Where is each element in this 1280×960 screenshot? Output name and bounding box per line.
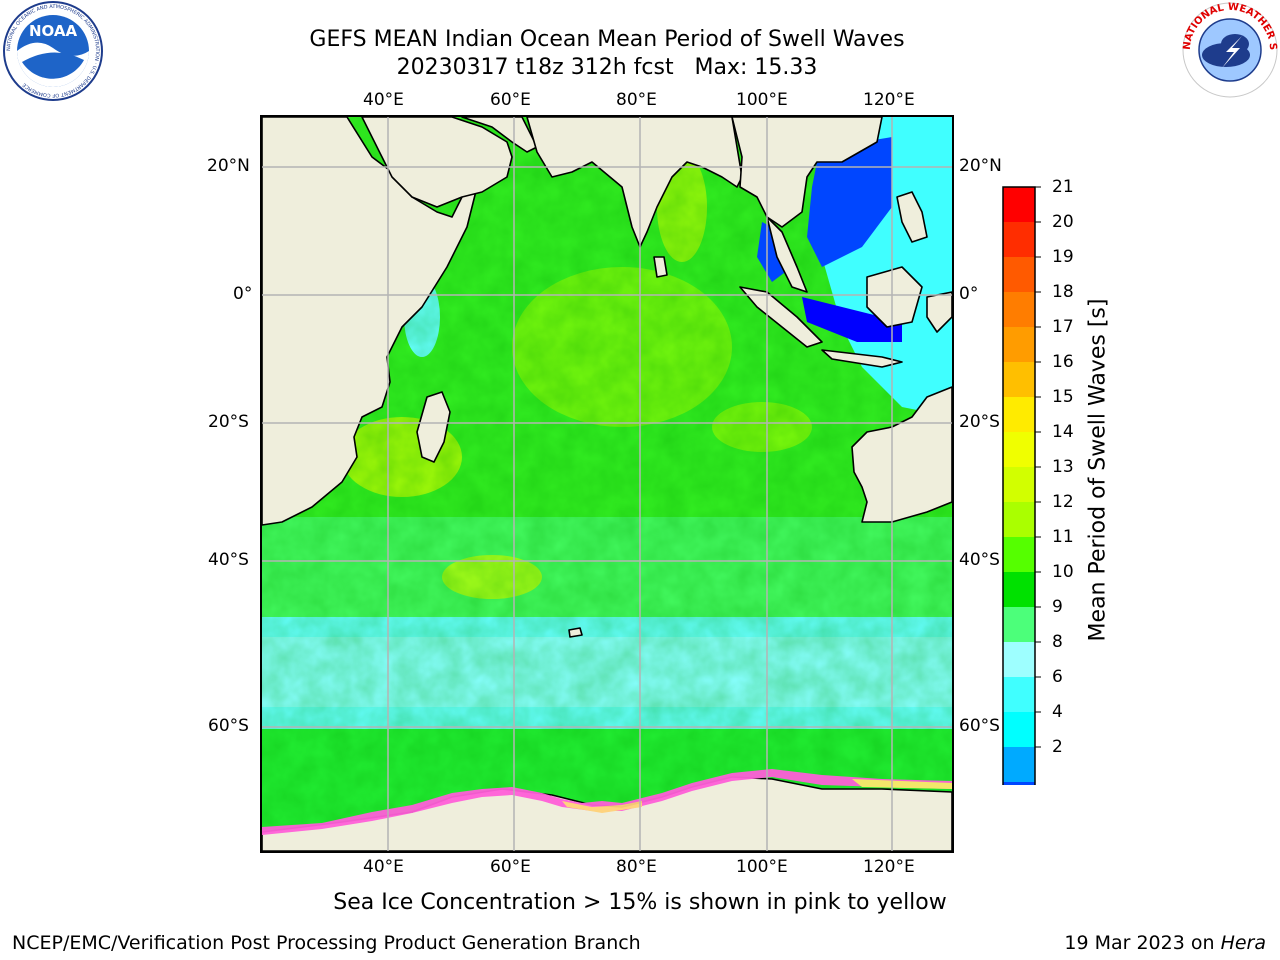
colorbar-tick-label: 8 (1052, 632, 1063, 652)
footer-date-text: 19 Mar 2023 on (1064, 932, 1221, 954)
colorbar-tick-label: 15 (1052, 387, 1074, 407)
footer-branch: NCEP/EMC/Verification Post Processing Pr… (12, 932, 641, 954)
colorbar-tick-label: 18 (1052, 282, 1074, 302)
chart-title-line1: GEFS MEAN Indian Ocean Mean Period of Sw… (309, 27, 905, 52)
land-india (526, 117, 743, 248)
lon-tick-top-40e: 40°E (363, 90, 404, 110)
colorbar-segment (1003, 642, 1035, 677)
colorbar-segment (1003, 432, 1035, 467)
land-australia (851, 386, 952, 523)
colorbar-tick-label: 17 (1052, 317, 1074, 337)
graticule (262, 117, 952, 851)
lon-tick-top-60e: 60°E (490, 90, 531, 110)
noaa-logo: NOAA NATIONAL OCEANIC AND ATMOSPHERIC AD… (3, 1, 103, 101)
lon-tick-bottom-80e: 80°E (616, 857, 657, 877)
land (262, 117, 952, 851)
colorbar-segment (1003, 292, 1035, 327)
lon-tick-top-100e: 100°E (736, 90, 788, 110)
colorbar-tick-label: 12 (1052, 492, 1074, 512)
colorbar-segment (1003, 257, 1035, 292)
lat-tick-right-40s: 40°S (959, 550, 1000, 570)
colorbar-label: Mean Period of Swell Waves [s] (1085, 298, 1111, 642)
lat-tick-right-20s: 20°S (959, 412, 1000, 432)
nws-logo: NATIONAL WEATHER SERVICE (1180, 0, 1278, 98)
sea-scs-blue (807, 137, 892, 267)
footer-machine: Hera (1220, 932, 1266, 954)
map-canvas (262, 117, 952, 851)
colorbar-tick-label: 10 (1052, 562, 1074, 582)
lat-tick-left-60s: 60°S (208, 716, 249, 736)
lon-tick-bottom-40e: 40°E (363, 857, 404, 877)
colorbar-segment (1003, 187, 1035, 222)
lat-tick-right-0: 0° (959, 284, 979, 304)
chart-title-line2: 20230317 t18z 312h fcst Max: 15.33 (396, 55, 818, 80)
sea-ice (262, 769, 952, 835)
colorbar-segment (1003, 327, 1035, 362)
land-kerguelen (568, 627, 583, 638)
colorbar-segment (1003, 537, 1035, 572)
land-borneo (866, 266, 923, 328)
colorbar-tick-label: 11 (1052, 527, 1074, 547)
land-sri-lanka (653, 256, 668, 278)
colorbar-tick-label: 4 (1052, 702, 1063, 722)
colorbar-tick-label: 2 (1052, 737, 1063, 757)
land-arabia (361, 117, 513, 208)
colorbar-tick-label: 14 (1052, 422, 1074, 442)
colorbar-segment (1003, 782, 1035, 785)
colorbar-tick-label: 19 (1052, 247, 1074, 267)
colorbar-tick-label: 20 (1052, 212, 1074, 232)
lon-tick-top-80e: 80°E (616, 90, 657, 110)
lon-tick-top-120e: 120°E (863, 90, 915, 110)
colorbar-tick-label: 21 (1052, 177, 1074, 197)
colorbar-tick-label: 9 (1052, 597, 1063, 617)
lat-tick-left-20s: 20°S (208, 412, 249, 432)
colorbar-segment (1003, 397, 1035, 432)
colorbar (1002, 186, 1041, 785)
lon-tick-bottom-100e: 100°E (736, 857, 788, 877)
land-madagascar (416, 391, 451, 463)
colorbar-tick-label: 6 (1052, 667, 1063, 687)
land-iran-pakistan (461, 117, 538, 153)
lat-tick-left-20n: 20°N (207, 156, 250, 176)
land-malay-peninsula (766, 216, 808, 293)
sea-ice-note: Sea Ice Concentration > 15% is shown in … (333, 890, 947, 915)
lon-tick-bottom-60e: 60°E (490, 857, 531, 877)
sea-ice-yellow-east (852, 779, 952, 789)
sea-java-blue (802, 297, 902, 342)
colorbar-segment (1003, 502, 1035, 537)
colorbar-segment (1003, 362, 1035, 397)
map-panel (260, 115, 954, 853)
land-philippines (896, 191, 928, 243)
colorbar-tick-label: 16 (1052, 352, 1074, 372)
land-sumatra (739, 286, 823, 348)
sea-ice-yellow (562, 801, 642, 813)
colorbar-segment (1003, 747, 1035, 782)
footer-date: 19 Mar 2023 on Hera (1064, 932, 1266, 954)
colorbar-segment (1003, 467, 1035, 502)
lat-tick-right-20n: 20°N (959, 156, 1002, 176)
sea-ice-pink (262, 769, 952, 835)
colorbar-segment (1003, 572, 1035, 607)
colorbar-tick-label: 13 (1052, 457, 1074, 477)
lon-tick-bottom-120e: 120°E (863, 857, 915, 877)
land-sulawesi (926, 291, 952, 333)
colorbar-segment (1003, 222, 1035, 257)
lat-tick-left-0: 0° (233, 284, 253, 304)
colorbar-segment (1003, 712, 1035, 747)
lat-tick-left-40s: 40°S (208, 550, 249, 570)
land-indochina (731, 117, 883, 228)
colorbar-segment (1003, 677, 1035, 712)
lat-tick-right-60s: 60°S (959, 716, 1000, 736)
colorbar-segment (1003, 607, 1035, 642)
noaa-wordmark: NOAA (29, 22, 78, 40)
